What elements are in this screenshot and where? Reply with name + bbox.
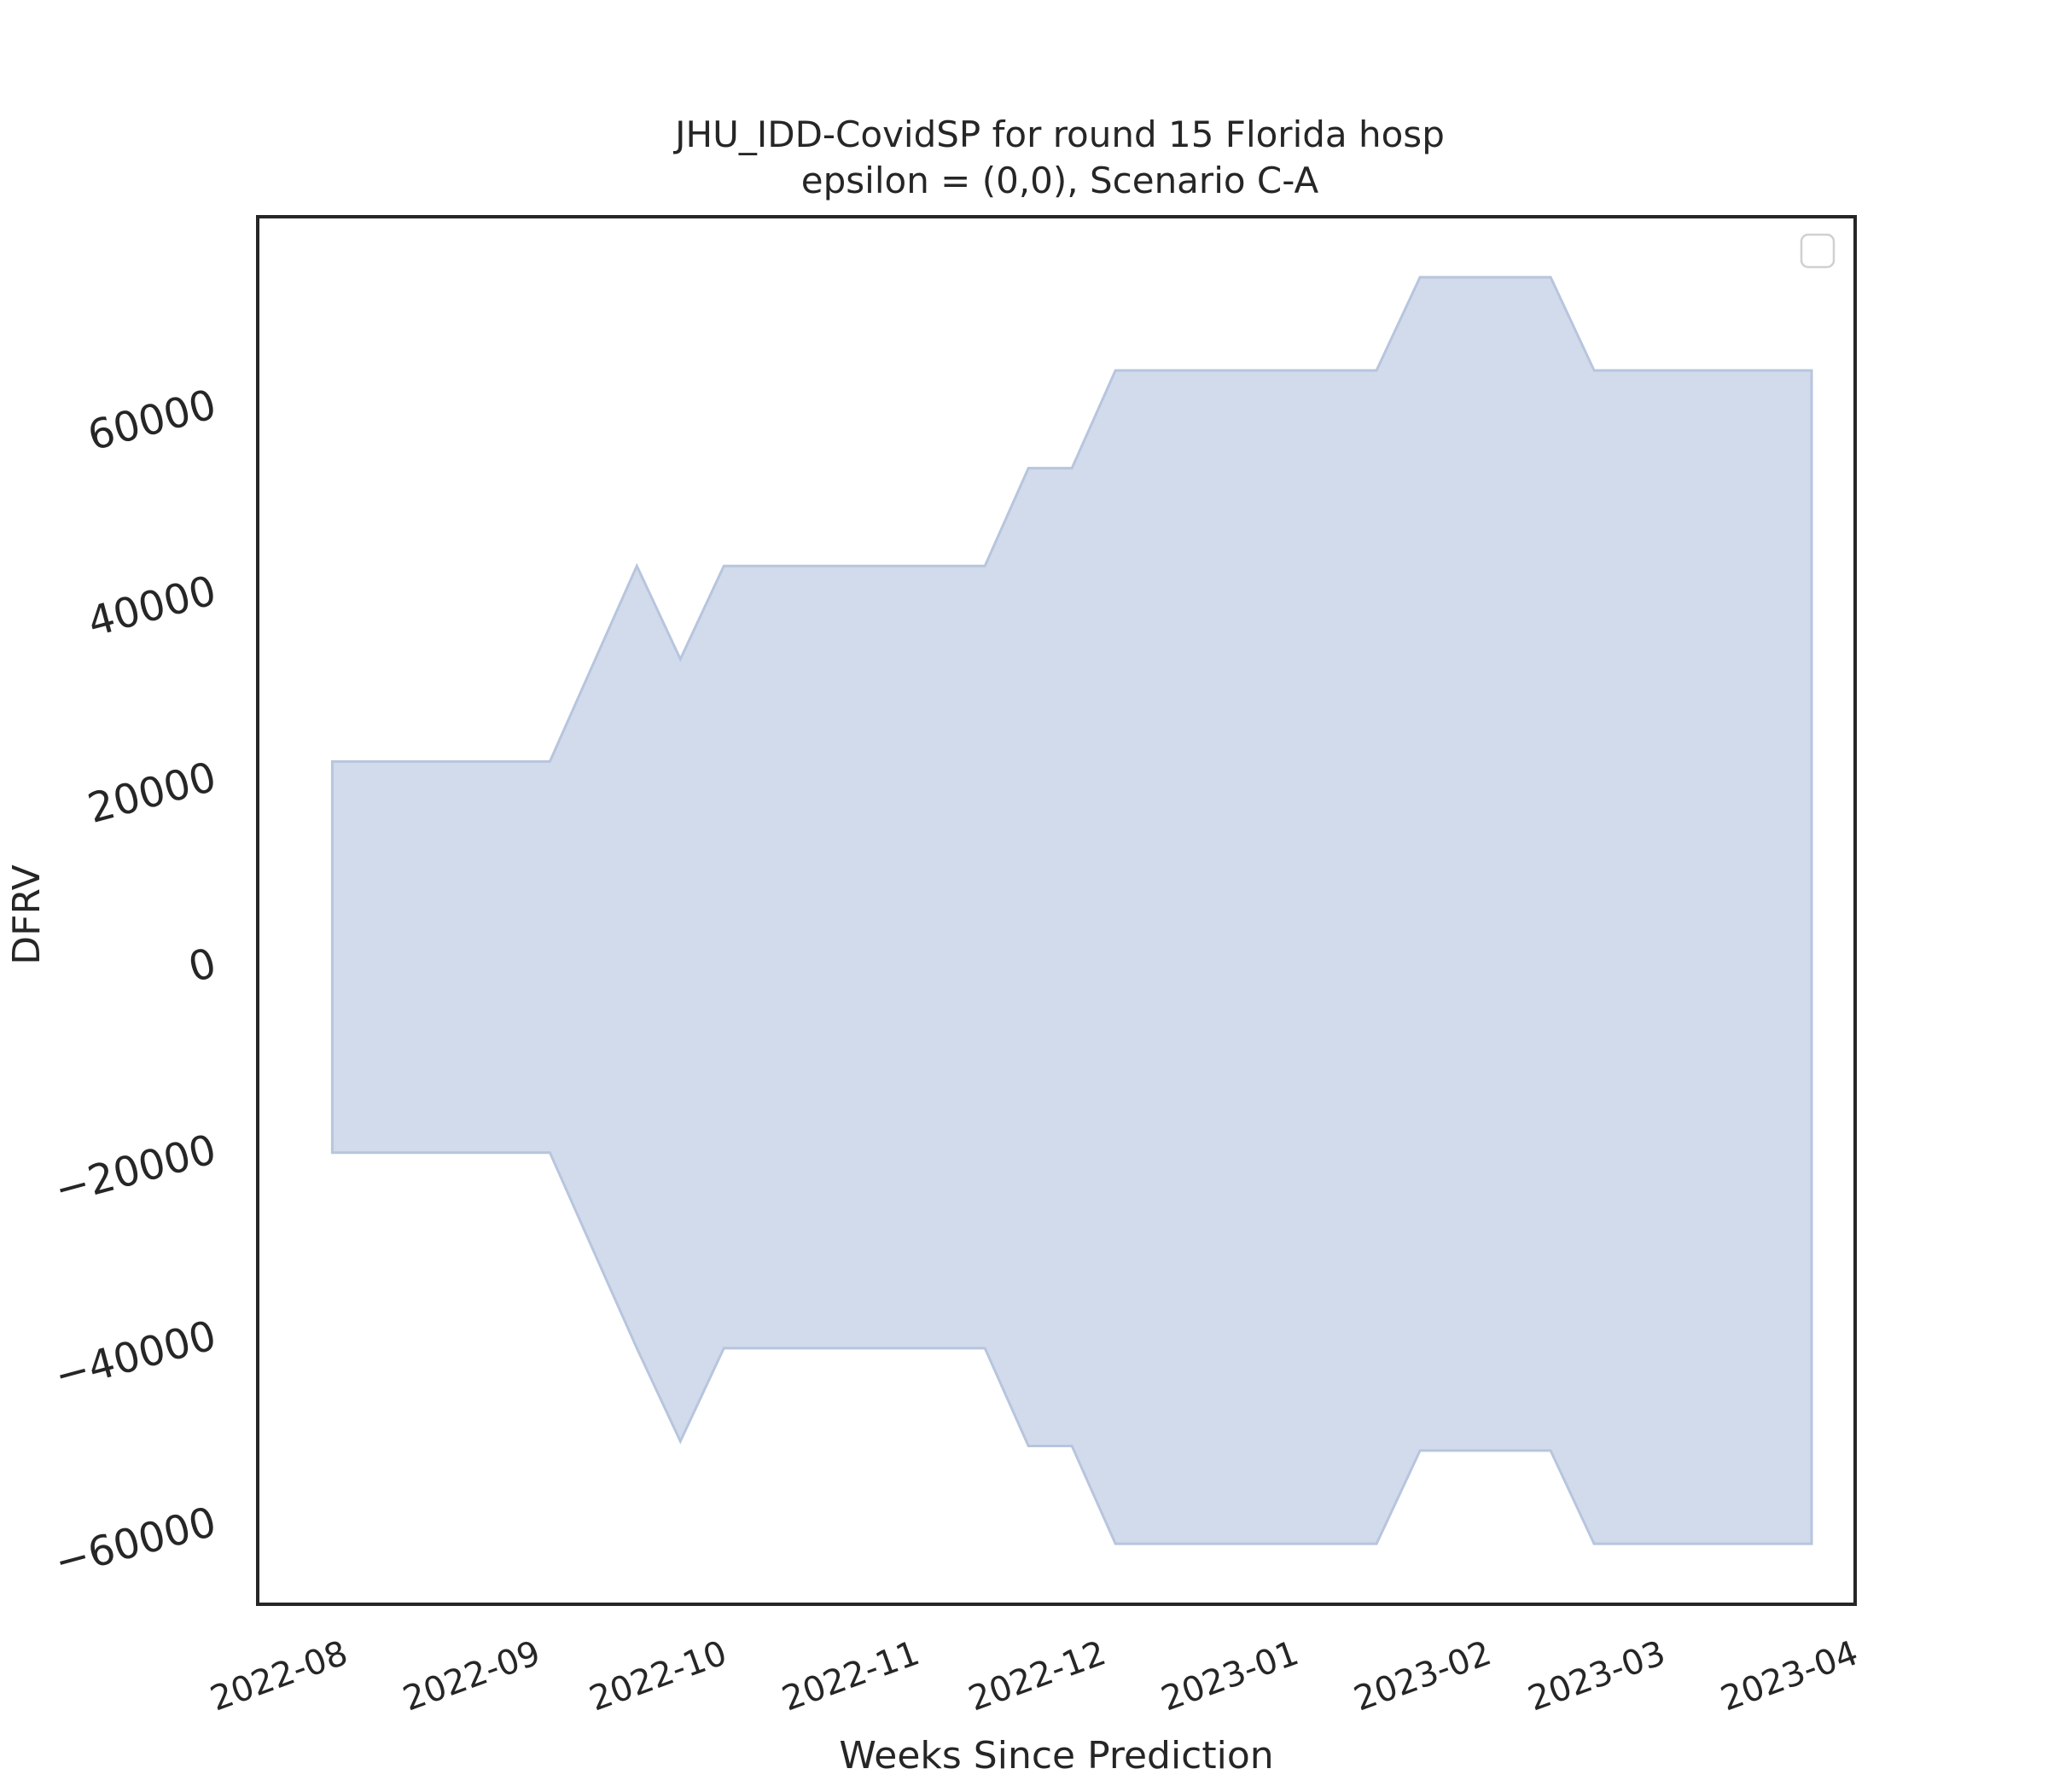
chart-subtitle: epsilon = (0,0), Scenario C-A <box>801 160 1319 201</box>
y-tick-label: −40000 <box>49 1312 221 1400</box>
x-tick-label: 2022-09 <box>398 1633 545 1719</box>
y-axis-ticks: −60000 −40000 −20000 0 20000 40000 60000 <box>49 381 221 1587</box>
y-tick-label: 60000 <box>83 381 221 461</box>
x-tick-label: 2023-03 <box>1523 1633 1671 1719</box>
x-tick-label: 2023-04 <box>1716 1633 1864 1719</box>
x-tick-label: 2022-11 <box>777 1633 925 1719</box>
x-axis-ticks: 2022-08 2022-09 2022-10 2022-11 2022-12 2023-… <box>206 1633 1864 1719</box>
plot-frame <box>256 215 1857 1606</box>
x-tick-label: 2022-10 <box>585 1633 732 1719</box>
legend-box <box>1800 233 1836 269</box>
y-tick-label: −60000 <box>49 1498 221 1586</box>
y-tick-label: 20000 <box>83 753 221 833</box>
x-tick-label: 2023-01 <box>1156 1633 1304 1719</box>
x-axis-label: Weeks Since Prediction <box>839 1734 1273 1777</box>
chart-title: JHU_IDD-CovidSP for round 15 Florida hos… <box>672 113 1445 155</box>
series-band-0 <box>330 276 1813 1545</box>
x-tick-label: 2023-02 <box>1349 1633 1497 1719</box>
y-tick-label: 0 <box>183 939 221 992</box>
plot-area <box>330 276 1813 1545</box>
x-tick-label: 2022-08 <box>206 1633 353 1719</box>
x-tick-label: 2022-12 <box>963 1633 1111 1719</box>
y-tick-label: 40000 <box>83 567 221 647</box>
y-axis-label: DFRV <box>5 864 49 964</box>
y-tick-label: −20000 <box>49 1126 221 1214</box>
